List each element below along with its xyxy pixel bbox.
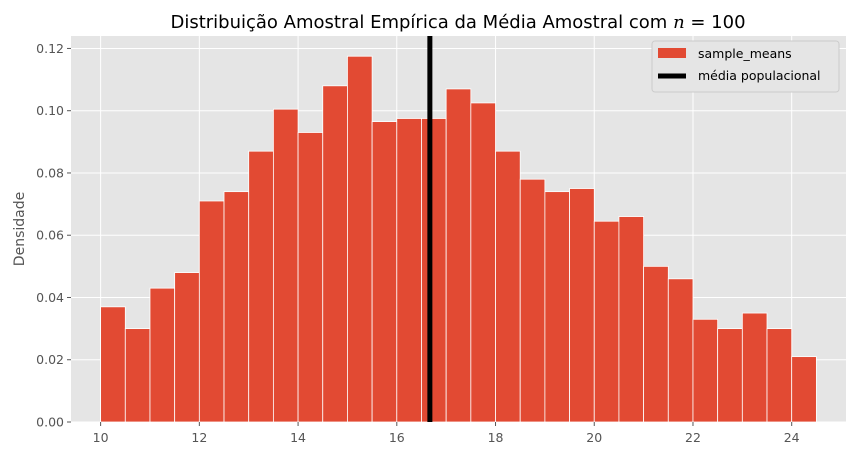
x-tick-label: 16 [389,430,405,445]
y-tick-label: 0.10 [36,103,64,118]
x-tick-label: 14 [290,430,306,445]
histogram-bar [470,102,496,423]
y-tick-label: 0.06 [36,228,64,243]
histogram-bar [667,278,694,423]
histogram-bar [347,55,373,423]
histogram-bar [741,312,768,423]
histogram-bar [297,132,324,423]
histogram-bar [124,328,151,423]
histogram-bar [198,200,225,423]
y-tick-label: 0.02 [36,352,64,367]
legend-swatch-sample-means [658,48,686,58]
y-axis-label: Densidade [12,192,28,266]
histogram-bar [371,121,398,423]
histogram-bar [223,191,250,423]
histogram-bar [519,178,546,423]
bars [100,55,817,423]
histogram-bar [248,150,274,423]
histogram-bar [791,356,817,423]
y-ticks: 0.00 0.02 0.04 0.06 0.08 0.10 0.12 [36,41,71,430]
histogram-bar [569,188,595,423]
histogram-bar [445,88,472,423]
x-ticks: 10 12 14 16 18 20 22 24 [93,422,800,445]
y-tick-label: 0.00 [36,415,64,430]
histogram-bar [717,328,743,423]
y-tick-label: 0.04 [36,290,64,305]
x-tick-label: 18 [488,430,504,445]
legend: sample_means média populacional [651,40,840,93]
histogram-bar [766,328,793,423]
histogram-bar [593,220,620,423]
legend-box [651,40,840,93]
x-tick-label: 24 [784,430,800,445]
x-tick-label: 10 [93,430,109,445]
title-math-var: n [673,12,685,33]
chart-title: Distribuição Amostral Empírica da Média … [170,12,745,33]
histogram-bar [272,108,299,423]
histogram-bar [618,216,645,423]
histogram-bar [149,287,176,423]
title-math-rest: = 100 [685,12,746,33]
histogram-bar [643,265,669,423]
histogram-bar [322,85,348,423]
legend-label-sample-means: sample_means [698,46,792,61]
x-tick-label: 20 [586,430,602,445]
histogram-bar [100,306,126,423]
x-tick-label: 22 [685,430,701,445]
x-tick-label: 12 [191,430,207,445]
y-tick-label: 0.08 [36,165,64,180]
legend-label-vline: média populacional [698,68,821,83]
histogram-bar [174,272,200,423]
histogram-bar [421,118,447,423]
histogram-bar [396,118,422,423]
y-tick-label: 0.12 [36,41,64,56]
histogram-bar [692,318,719,423]
histogram-bar [544,191,570,423]
histogram-bar [495,150,521,423]
